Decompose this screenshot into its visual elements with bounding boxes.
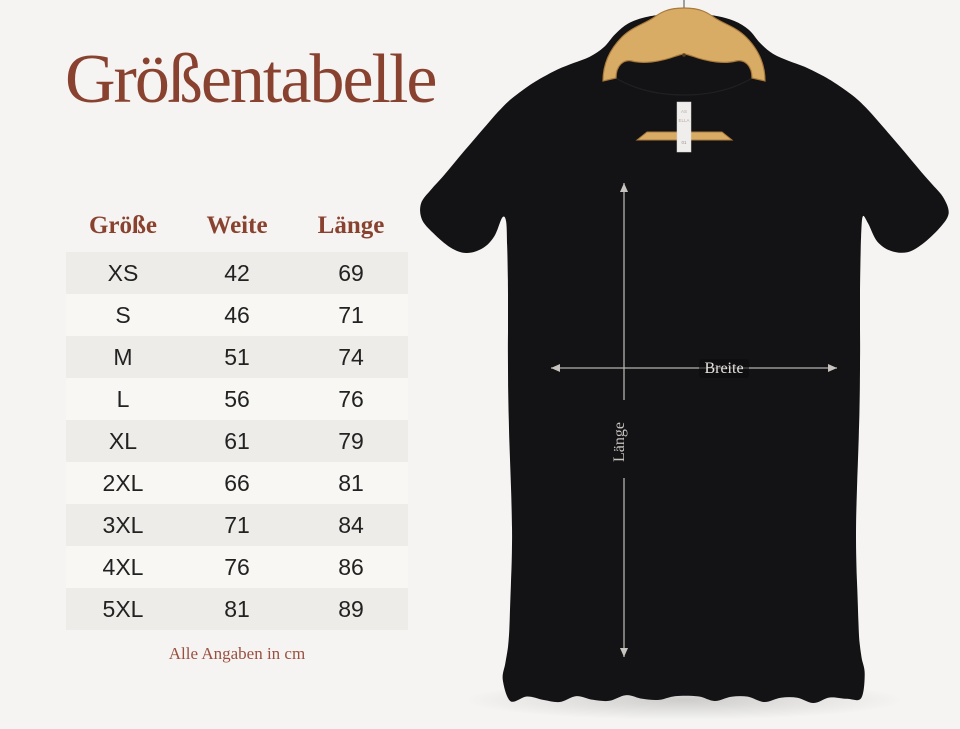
- svg-text:Breite: Breite: [704, 360, 743, 377]
- svg-text:AS: AS: [681, 109, 687, 114]
- svg-text:Länge: Länge: [611, 422, 628, 462]
- svg-text:01: 01: [681, 140, 687, 145]
- svg-text:ELLA: ELLA: [678, 118, 689, 123]
